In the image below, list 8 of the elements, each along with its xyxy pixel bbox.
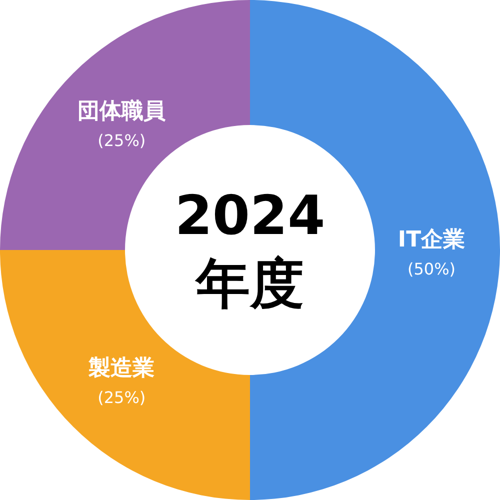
text: 2024 年度 — [174, 183, 326, 317]
data-label: (50%) — [407, 260, 456, 278]
data-label: (25%) — [98, 388, 146, 407]
data-label: (25%) — [98, 131, 146, 150]
donut-slice — [0, 250, 250, 500]
slice-label: 製造業 — [88, 356, 155, 381]
slice-label: 団体職員 — [78, 99, 166, 124]
slice-label: IT企業 — [398, 228, 466, 252]
